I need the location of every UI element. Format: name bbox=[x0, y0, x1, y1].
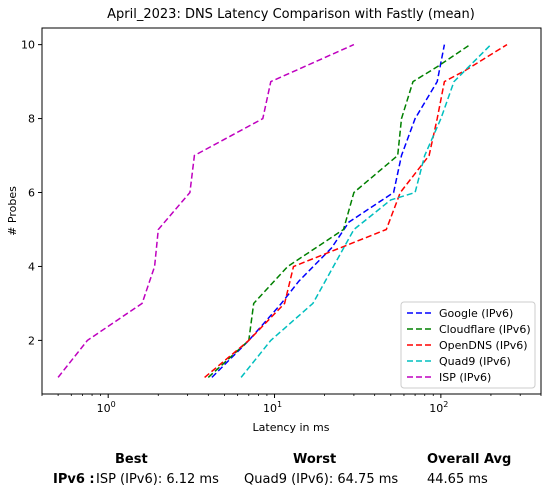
summary-overall-value: 44.65 ms bbox=[427, 472, 488, 487]
y-tick-label: 8 bbox=[28, 113, 35, 126]
series-line-cloudflare bbox=[207, 43, 471, 378]
legend-label: ISP (IPv6) bbox=[439, 371, 491, 384]
y-tick-label: 2 bbox=[28, 334, 35, 347]
summary-best-value: ISP (IPv6): 6.12 ms bbox=[96, 472, 219, 487]
y-tick-label: 4 bbox=[28, 260, 35, 273]
x-axis: 100 101 102 bbox=[41, 394, 542, 415]
series-line-google bbox=[211, 44, 446, 378]
summary-row-label: IPv6 : bbox=[53, 472, 95, 487]
legend: Google (IPv6) Cloudflare (IPv6) OpenDNS (I… bbox=[400, 301, 536, 389]
legend-label: Quad9 (IPv6) bbox=[439, 355, 511, 368]
y-tick-label: 10 bbox=[21, 39, 35, 52]
series-line-opendns bbox=[204, 43, 508, 378]
y-tick-label: 6 bbox=[28, 187, 35, 200]
legend-label: OpenDNS (IPv6) bbox=[439, 339, 528, 352]
summary-header-worst: Worst bbox=[293, 452, 337, 467]
series-line-quad9 bbox=[240, 44, 492, 378]
y-axis-label: # Probes bbox=[6, 186, 19, 236]
series-line-isp bbox=[57, 43, 355, 378]
summary-header-best: Best bbox=[115, 452, 148, 467]
x-tick-label: 100 bbox=[97, 400, 116, 415]
plot-frame bbox=[41, 27, 542, 395]
series-lines bbox=[57, 43, 508, 378]
legend-label: Google (IPv6) bbox=[439, 307, 513, 320]
x-axis-label: Latency in ms bbox=[253, 421, 330, 434]
legend-label: Cloudflare (IPv6) bbox=[439, 323, 531, 336]
legend-box bbox=[400, 301, 536, 389]
x-tick-label: 101 bbox=[263, 400, 282, 415]
y-axis: 2 4 6 8 10 bbox=[21, 39, 42, 347]
chart: April_2023: DNS Latency Comparison with … bbox=[6, 7, 542, 434]
x-tick-label: 102 bbox=[429, 400, 448, 415]
chart-title: April_2023: DNS Latency Comparison with … bbox=[107, 7, 475, 22]
summary-header-overall: Overall Avg bbox=[427, 452, 512, 467]
summary-worst-value: Quad9 (IPv6): 64.75 ms bbox=[244, 472, 399, 487]
